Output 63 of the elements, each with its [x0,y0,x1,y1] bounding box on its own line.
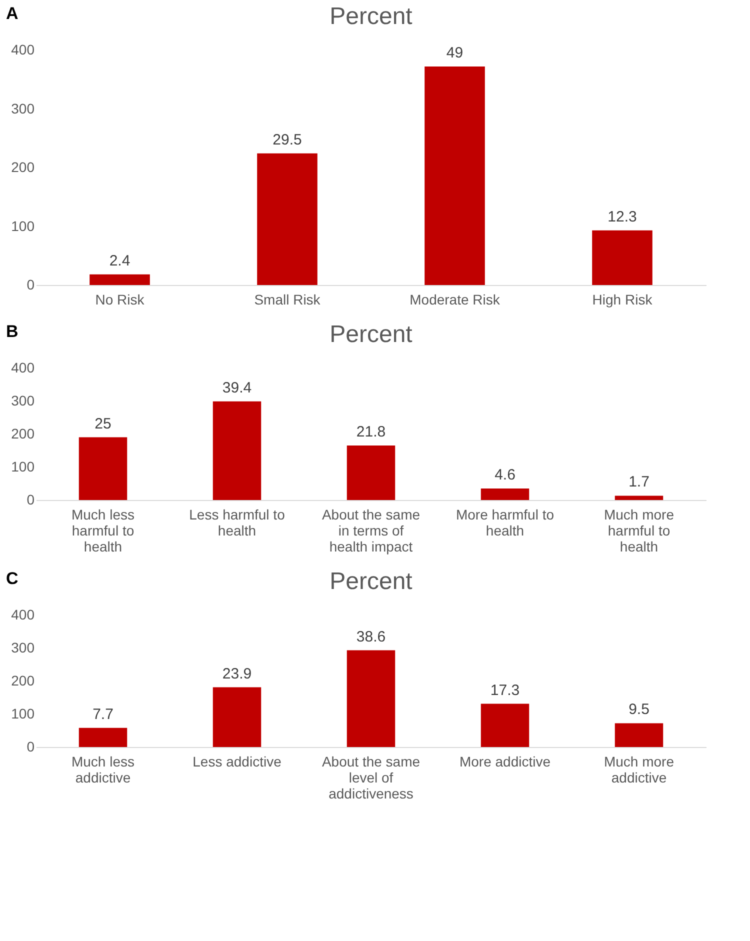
y-tick-label: 200 [11,426,35,442]
text: A [6,4,18,24]
bar [212,687,262,747]
x-tick-label: About the same in terms of health impact [322,506,420,554]
x-tick-label: About the same level of addictiveness [322,754,420,802]
y-tick-label: 0 [26,276,35,292]
bar [346,650,396,747]
y-tick-label: 100 [11,706,35,722]
annotation: 49 [446,44,464,62]
y-tick-label: 400 [11,42,35,58]
text: C [6,569,18,589]
x-tick-label: Much more addictive [604,754,674,786]
bar [78,728,128,747]
x-tick-label: High Risk [592,292,654,308]
bar [90,274,150,285]
annotation: 21.8 [356,424,386,441]
bar [424,66,485,285]
y-tick-label: 0 [26,492,35,508]
annotation: 12.3 [608,208,637,226]
y-tick-label: 400 [11,606,35,622]
bar [480,704,530,747]
y-tick-label: 200 [11,159,35,175]
x-tick-label: More addictive [459,754,551,770]
y-tick-label: 300 [11,640,35,656]
y-tick-label: 100 [11,218,35,234]
y-tick-label: 200 [11,672,35,688]
x-tick-label: Less harmful to health [189,506,286,538]
bar [257,153,318,285]
annotation: 2.4 [109,252,130,270]
y-tick-label: 400 [11,360,35,376]
text: B [6,322,18,342]
x-tick-label: Moderate Risk [410,292,501,308]
x-tick-label: Much more harmful to health [604,506,674,554]
y-tick-label: 0 [26,738,35,754]
chart-title: Percent [330,568,413,595]
annotation: 7.7 [92,706,114,723]
x-tick-label: Much less addictive [71,754,135,786]
y-tick-label: 300 [11,392,35,408]
bar [346,446,396,500]
bar [212,401,262,500]
annotation: 23.9 [222,665,252,682]
x-tick-label: Less addictive [192,754,282,770]
annotation: 29.5 [272,131,302,148]
annotation: 1.7 [628,474,650,491]
annotation: 25 [94,415,112,432]
x-tick-label: Much less harmful to health [71,506,135,554]
x-tick-label: Small Risk [254,292,322,308]
x-tick-label: More harmful to health [456,506,554,538]
annotation: 4.6 [494,466,516,484]
y-tick-label: 300 [11,100,35,116]
annotation: 17.3 [490,682,520,699]
chart-title: Percent [330,321,413,348]
x-tick-label: No Risk [95,292,146,308]
bar [78,437,128,500]
y-tick-label: 100 [11,458,35,474]
bar [614,723,664,747]
chart-title: Percent [330,3,413,30]
annotation: 39.4 [222,379,252,396]
bar [480,488,530,500]
bar [614,496,664,500]
annotation: 9.5 [628,701,650,718]
bar [592,230,652,285]
annotation: 38.6 [356,628,386,646]
